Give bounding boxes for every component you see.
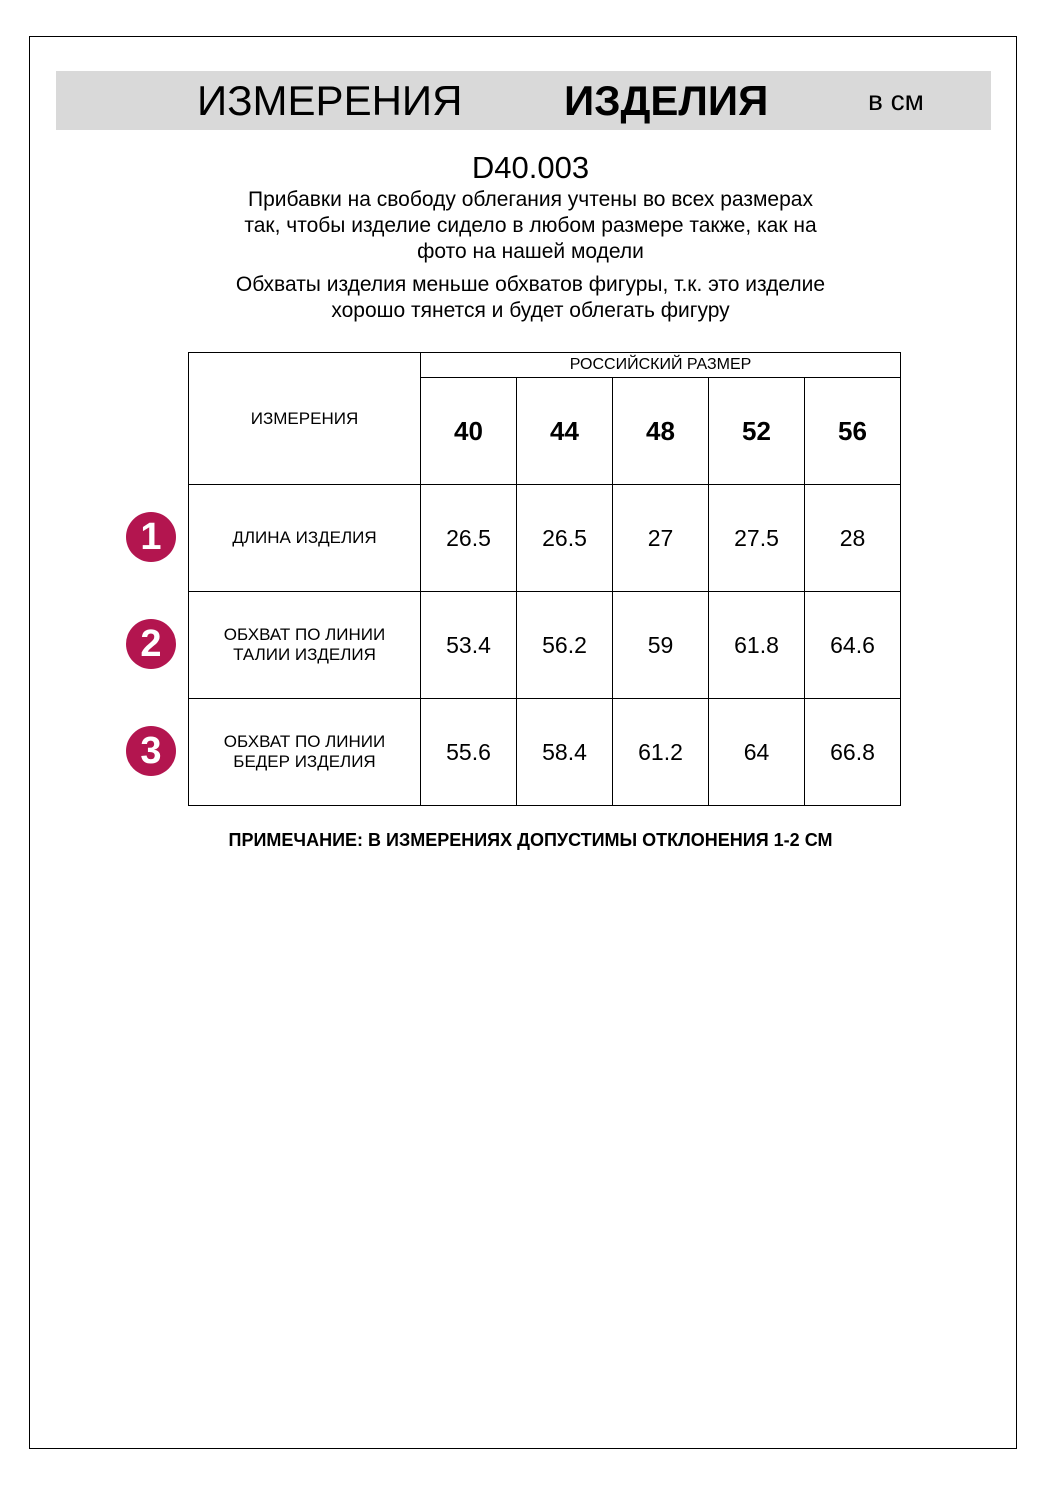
row-label: ДЛИНА ИЗДЕЛИЯ [188, 484, 421, 592]
row-label: ОБХВАТ ПО ЛИНИИ БЕДЕР ИЗДЕЛИЯ [188, 698, 421, 806]
size-header: 48 [612, 377, 709, 485]
cell: 56.2 [516, 591, 613, 699]
size-group-header: РОССИЙСКИЙ РАЗМЕР [420, 352, 901, 378]
number-badge-2: 2 [126, 619, 176, 669]
title-regular: ИЗМЕРЕНИЯ [197, 77, 463, 124]
cell: 58.4 [516, 698, 613, 806]
cell: 66.8 [804, 698, 901, 806]
cell: 64 [708, 698, 805, 806]
cell: 61.2 [612, 698, 709, 806]
stretch-note: Обхваты изделия меньше обхватов фигуры, … [0, 272, 1061, 324]
cell: 53.4 [420, 591, 517, 699]
fit-note-line: так, чтобы изделие сидело в любом размер… [244, 214, 817, 237]
cell: 64.6 [804, 591, 901, 699]
title-band: ИЗМЕРЕНИЯ ИЗДЕЛИЯ в см [56, 71, 991, 130]
cell: 28 [804, 484, 901, 592]
table-row: ДЛИНА ИЗДЕЛИЯ 26.5 26.5 27 27.5 28 [188, 484, 901, 592]
unit-label: в см [868, 85, 924, 116]
number-badge-3: 3 [126, 726, 176, 776]
cell: 59 [612, 591, 709, 699]
row-label: ОБХВАТ ПО ЛИНИИ ТАЛИИ ИЗДЕЛИЯ [188, 591, 421, 699]
fit-note-line: фото на нашей модели [417, 240, 644, 263]
number-badge-1: 1 [126, 512, 176, 562]
cell: 55.6 [420, 698, 517, 806]
size-header: 40 [420, 377, 517, 485]
cell: 27 [612, 484, 709, 592]
size-table: ИЗМЕРЕНИЯ РОССИЙСКИЙ РАЗМЕР 40 44 48 52 … [188, 352, 901, 806]
stretch-note-line: Обхваты изделия меньше обхватов фигуры, … [235, 273, 826, 296]
cell: 26.5 [516, 484, 613, 592]
size-header: 56 [804, 377, 901, 485]
product-code: D40.003 [471, 150, 590, 185]
corner-header: ИЗМЕРЕНИЯ [188, 352, 421, 485]
tolerance-note: ПРИМЕЧАНИЕ: В ИЗМЕРЕНИЯХ ДОПУСТИМЫ ОТКЛО… [228, 830, 833, 850]
title-bold: ИЗДЕЛИЯ [564, 77, 769, 124]
size-header: 44 [516, 377, 613, 485]
table-row: ОБХВАТ ПО ЛИНИИ ТАЛИИ ИЗДЕЛИЯ 53.4 56.2 … [188, 591, 901, 699]
stretch-note-line: хорошо тянется и будет облегать фигуру [331, 299, 730, 322]
page-frame [29, 36, 1017, 1449]
cell: 26.5 [420, 484, 517, 592]
fit-note-line: Прибавки на свободу облегания учтены во … [248, 188, 813, 211]
cell: 27.5 [708, 484, 805, 592]
size-header: 52 [708, 377, 805, 485]
table-row: ОБХВАТ ПО ЛИНИИ БЕДЕР ИЗДЕЛИЯ 55.6 58.4 … [188, 698, 901, 806]
cell: 61.8 [708, 591, 805, 699]
fit-note: Прибавки на свободу облегания учтены во … [0, 187, 1061, 265]
